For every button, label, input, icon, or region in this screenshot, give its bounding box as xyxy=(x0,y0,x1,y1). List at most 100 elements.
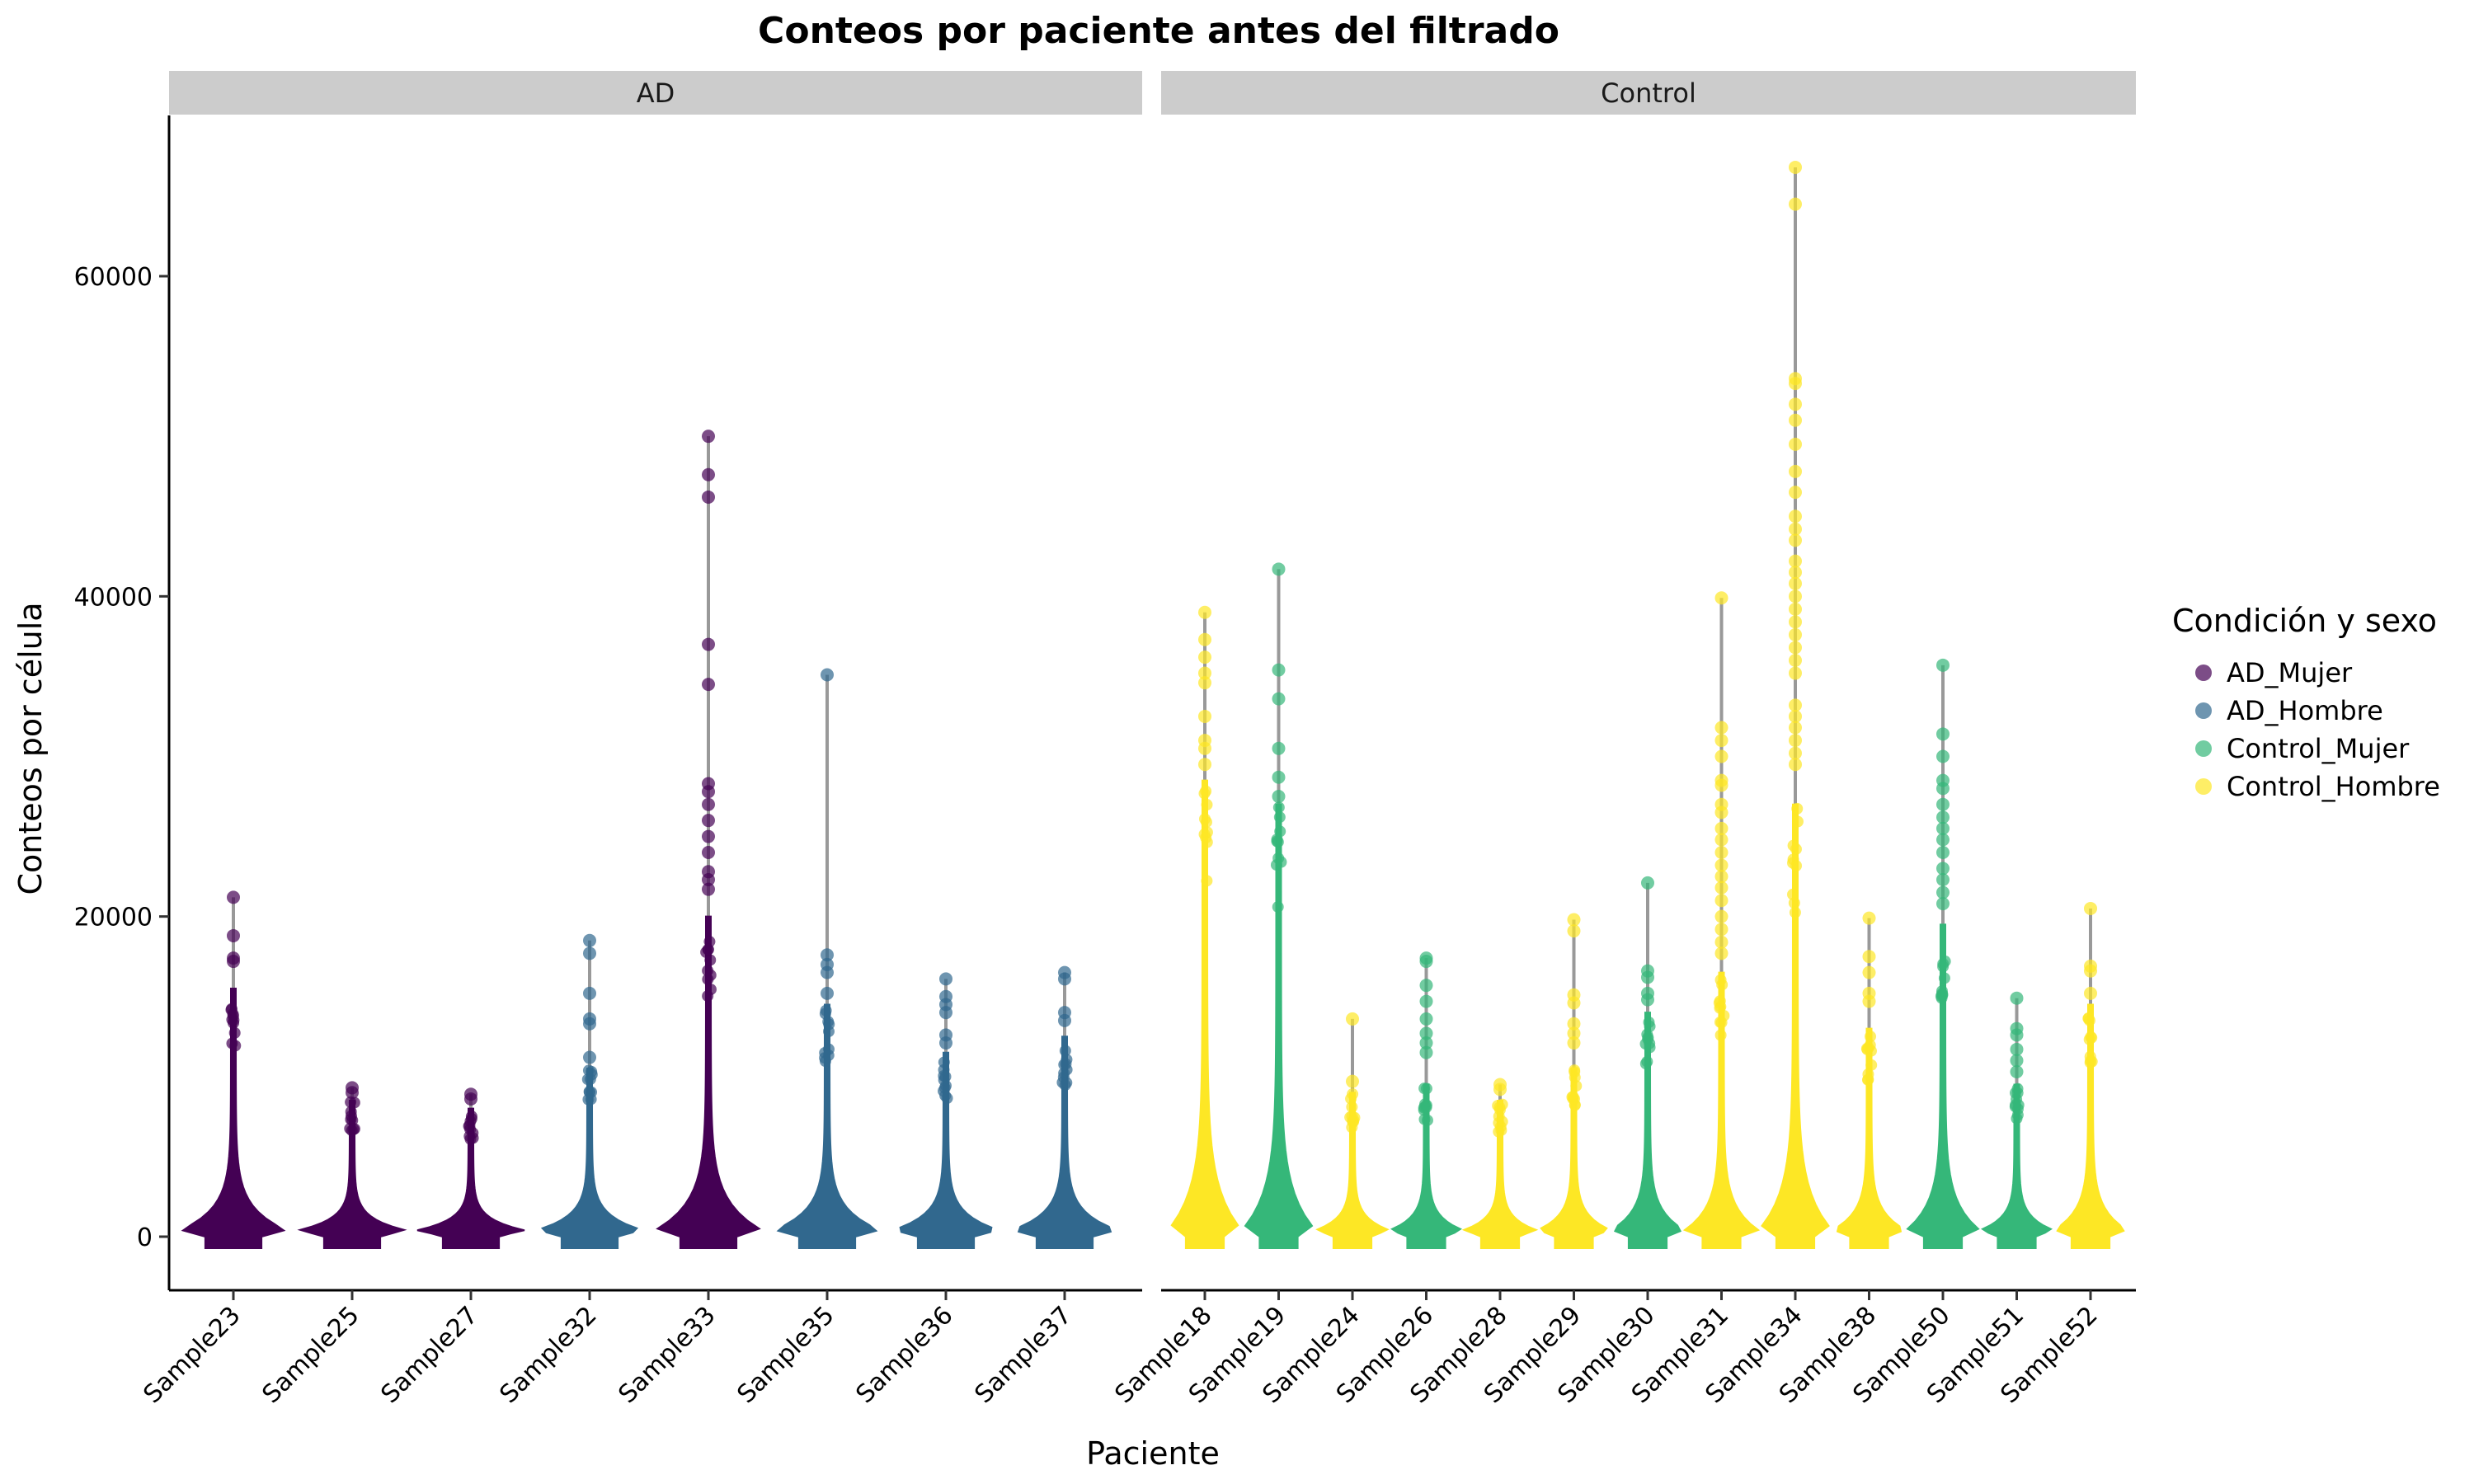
x-tick-label: Sample32 xyxy=(494,1301,602,1409)
legend-label: Control_Mujer xyxy=(2227,733,2410,764)
sample-sample33: Sample33 xyxy=(613,430,761,1409)
cell-point xyxy=(1791,815,1804,828)
outlier-point xyxy=(702,814,715,828)
outlier-point xyxy=(1419,1045,1433,1059)
outlier-point xyxy=(1714,946,1729,960)
outlier-point xyxy=(702,490,715,504)
cell-point xyxy=(2086,1031,2098,1044)
cell-point xyxy=(2082,1012,2095,1024)
sample-sample37: Sample37 xyxy=(969,965,1112,1409)
cell-point xyxy=(2011,1087,2024,1099)
violin-body xyxy=(1170,779,1239,1249)
cell-point xyxy=(2011,1109,2024,1121)
outlier-point xyxy=(939,1006,952,1020)
outlier-point xyxy=(702,873,715,887)
cell-point xyxy=(1345,1092,1357,1105)
outlier-point xyxy=(1419,1026,1433,1040)
outlier-point xyxy=(1198,676,1211,690)
outlier-point xyxy=(1789,721,1802,735)
cell-point xyxy=(1200,816,1212,829)
outlier-point xyxy=(1714,894,1729,908)
outlier-point xyxy=(1346,1074,1359,1088)
max-point xyxy=(1936,658,1950,672)
cell-point xyxy=(822,1026,835,1038)
cell-point xyxy=(704,969,717,981)
outlier-point xyxy=(1714,858,1729,872)
outlier-point xyxy=(1936,833,1950,847)
cell-point xyxy=(1570,1080,1583,1092)
outlier-point xyxy=(1272,770,1286,784)
outlier-point xyxy=(1789,566,1802,580)
outlier-point xyxy=(1789,413,1802,427)
outlier-point xyxy=(1789,654,1802,667)
outlier-point xyxy=(1789,377,1802,391)
legend-key xyxy=(2195,702,2212,719)
max-point xyxy=(1058,965,1071,979)
cell-point xyxy=(1059,1045,1071,1057)
cell-point xyxy=(819,1007,831,1020)
cell-point xyxy=(1061,1054,1073,1066)
legend-entry-control_hombre: Control_Hombre xyxy=(2195,771,2440,802)
outlier-point xyxy=(1789,589,1802,603)
cell-point xyxy=(1639,1058,1652,1070)
x-tick-label: Sample23 xyxy=(138,1301,246,1409)
chart-title: Conteos por paciente antes del filtrado xyxy=(758,10,1559,52)
outlier-point xyxy=(1936,821,1950,835)
cell-point xyxy=(1644,1020,1656,1032)
outlier-point xyxy=(1419,994,1433,1008)
outlier-point xyxy=(1789,758,1802,772)
outlier-point xyxy=(1862,950,1876,964)
sample-sample18: Sample18 xyxy=(1109,605,1239,1409)
legend-key xyxy=(2195,740,2212,757)
cell-point xyxy=(1201,875,1213,887)
outlier-point xyxy=(1936,797,1950,811)
cell-point xyxy=(1865,1031,1877,1043)
violin-body xyxy=(1836,1027,1903,1249)
max-point xyxy=(2084,901,2097,915)
max-point xyxy=(583,933,596,947)
outlier-point xyxy=(1567,1036,1581,1050)
cell-point xyxy=(1569,1064,1581,1077)
outlier-point xyxy=(1714,935,1729,949)
cell-point xyxy=(1201,799,1213,811)
legend-label: AD_Mujer xyxy=(2227,657,2353,688)
violin-body xyxy=(1613,1012,1682,1249)
cell-point xyxy=(1789,906,1801,918)
facet-strip xyxy=(1161,71,2136,115)
outlier-point xyxy=(583,986,596,1000)
y-tick-label: 40000 xyxy=(74,583,153,612)
cell-point xyxy=(1496,1115,1508,1128)
violin-body xyxy=(656,915,761,1249)
outlier-point xyxy=(1789,627,1802,641)
outlier-point xyxy=(1272,692,1286,706)
cell-point xyxy=(1865,1059,1878,1071)
x-axis-title: Paciente xyxy=(1086,1435,1220,1472)
cell-point xyxy=(1275,856,1287,868)
max-point xyxy=(227,890,240,904)
outlier-point xyxy=(1714,881,1729,895)
outlier-point xyxy=(1567,1017,1581,1031)
outlier-point xyxy=(1198,650,1211,665)
outlier-point xyxy=(583,946,596,960)
legend-entry-control_mujer: Control_Mujer xyxy=(2195,733,2410,764)
sample-sample25: Sample25 xyxy=(256,1081,407,1409)
outlier-point xyxy=(1789,698,1802,712)
cell-point xyxy=(345,1096,357,1108)
outlier-point xyxy=(702,829,715,843)
cell-point xyxy=(1493,1101,1506,1114)
outlier-point xyxy=(1641,970,1654,984)
outlier-point xyxy=(1198,709,1211,723)
facet-strip-label: AD xyxy=(637,77,675,109)
outlier-point xyxy=(1272,741,1286,755)
outlier-point xyxy=(1419,1012,1433,1026)
violin-body xyxy=(181,988,286,1249)
outlier-point xyxy=(583,1017,596,1031)
outlier-point xyxy=(1714,749,1729,763)
outlier-point xyxy=(1862,965,1876,979)
violin-body xyxy=(1017,1036,1112,1249)
outlier-point xyxy=(1272,663,1286,677)
outlier-point xyxy=(1789,709,1802,723)
violin-body xyxy=(416,1107,525,1249)
